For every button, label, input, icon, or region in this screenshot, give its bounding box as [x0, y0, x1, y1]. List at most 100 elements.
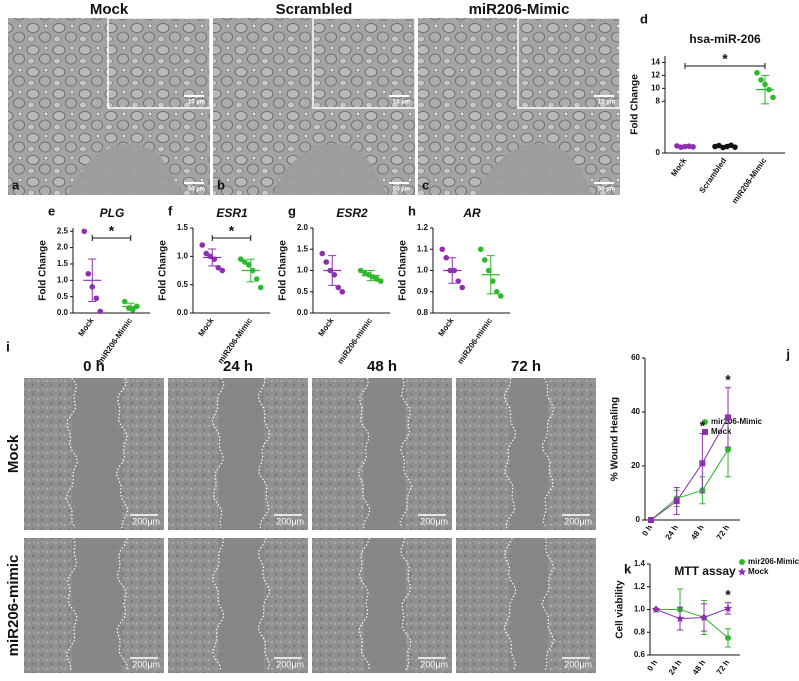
x-tick-label: Mock: [197, 316, 216, 338]
y-tick-label: 12: [651, 71, 660, 80]
x-tick-label: 72 h: [715, 658, 732, 676]
y-tick-label: 60: [631, 353, 640, 362]
y-axis-label: Cell viability: [615, 580, 626, 639]
y-tick-label: 1.0: [417, 266, 429, 275]
scale-label: 200µm: [420, 659, 448, 669]
significance-label: *: [109, 223, 115, 239]
data-point: [81, 228, 88, 235]
data-point: [497, 293, 504, 299]
time-label: 0 h: [83, 358, 105, 375]
chart-title: ESR1: [216, 206, 248, 220]
significance-label: *: [700, 417, 706, 433]
significance-label: *: [725, 586, 731, 602]
scale-label: 200µm: [132, 516, 160, 526]
data-point: [481, 257, 488, 263]
data-point: [241, 259, 248, 265]
wound-edge: [211, 377, 225, 529]
data-point: [493, 288, 500, 295]
x-tick-label: 72 h: [715, 523, 732, 541]
wound-edge: [257, 537, 271, 671]
y-tick-label: 0.9: [417, 287, 429, 296]
series-line: [650, 449, 729, 521]
y-axis-label: Fold Change: [278, 240, 289, 301]
y-axis-label: Fold Change: [38, 240, 49, 301]
data-point: [199, 242, 206, 248]
data-point: [682, 143, 688, 150]
wound-gap: [510, 538, 548, 673]
data-point: [249, 267, 256, 274]
panel-label: i: [6, 339, 10, 355]
data-point: [459, 284, 466, 291]
y-axis-label: Fold Change: [398, 240, 409, 301]
chart-title: ESR2: [336, 206, 368, 220]
data-point: [207, 253, 214, 260]
data-point: [85, 270, 92, 277]
y-tick-label: 8: [656, 96, 661, 105]
scale-label: 200µm: [276, 516, 304, 526]
panel-label: d: [640, 11, 648, 26]
y-tick-label: 2.5: [57, 226, 69, 235]
y-tick-label: 1.1: [417, 244, 429, 253]
x-tick-label: 0 h: [645, 658, 659, 673]
data-point: [121, 298, 128, 305]
data-point: [323, 259, 330, 265]
wound-edge: [541, 377, 555, 529]
wound-edge: [541, 537, 555, 671]
data-point: [331, 271, 338, 278]
data-point: [732, 144, 738, 150]
inset-scale-label: 10 µm: [188, 100, 205, 106]
data-point: [89, 284, 96, 290]
y-tick-label: 0: [656, 148, 661, 157]
y-tick-label: 0.0: [57, 308, 69, 317]
y-tick-label: 0.5: [57, 292, 69, 301]
x-tick-label: Mock: [317, 316, 336, 338]
scale-label: 200µm: [132, 659, 160, 669]
wound-edge: [503, 537, 517, 671]
panel-label: b: [217, 177, 225, 192]
y-tick-label: 0.0: [177, 308, 189, 317]
chart-title: MTT assay: [674, 564, 736, 578]
scale-label: 200µm: [420, 516, 448, 526]
wound-edge: [257, 377, 271, 529]
x-tick-label: 24 h: [667, 658, 684, 676]
y-tick-label: 1.5: [297, 244, 309, 253]
y-tick-label: 0.0: [297, 308, 309, 317]
legend-marker: [739, 559, 745, 565]
marker: [673, 498, 680, 505]
y-tick-label: 1.0: [177, 251, 189, 260]
data-point: [219, 267, 226, 274]
data-point: [762, 81, 768, 88]
wound-gap: [364, 538, 406, 673]
data-point: [211, 256, 218, 262]
scale-label: 200µm: [564, 516, 592, 526]
panel-label: g: [288, 203, 296, 218]
wound-gap: [72, 538, 122, 673]
time-label: 24 h: [223, 358, 253, 375]
y-tick-label: 0.6: [634, 650, 646, 659]
x-tick-label: Mock: [437, 316, 456, 338]
marker: [699, 613, 709, 622]
data-point: [377, 278, 384, 284]
chart-title: hsa-miR-206: [689, 32, 761, 46]
marker: [725, 414, 731, 421]
significance-label: *: [229, 223, 235, 239]
time-label: 48 h: [367, 358, 397, 375]
wound-edge: [503, 377, 517, 529]
y-tick-label: 2.0: [297, 223, 309, 232]
data-point: [439, 246, 446, 253]
time-label: 72 h: [511, 358, 541, 375]
y-tick-label: 2.0: [57, 243, 69, 252]
panel-label: j: [785, 346, 790, 361]
legend-marker: [702, 419, 708, 425]
wound-edge: [211, 537, 225, 671]
x-tick-label: 48 h: [691, 658, 708, 676]
marker: [675, 614, 685, 623]
y-tick-label: 40: [631, 407, 640, 416]
wound-gap: [218, 378, 264, 530]
chart-title: PLG: [100, 206, 125, 220]
wound-edge: [357, 377, 371, 529]
wound-edge: [116, 537, 128, 671]
significance-label: *: [725, 371, 731, 387]
scale-label: 50 µm: [598, 187, 615, 193]
